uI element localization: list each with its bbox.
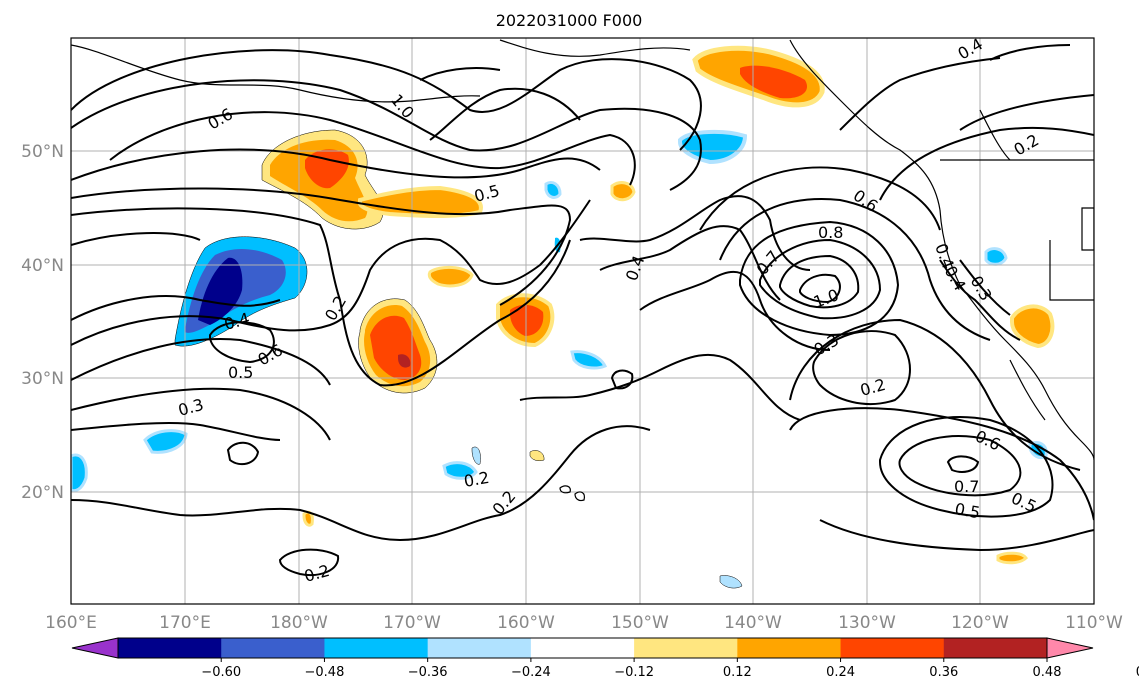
colorbar-tick-label: −0.60 xyxy=(201,665,241,680)
red-anomaly-east-central xyxy=(510,304,544,336)
latitude-labels: 50°N 40°N 30°N 20°N xyxy=(21,142,64,503)
contour-label: 0.5 xyxy=(228,363,253,382)
lon-label-150w: 150°W xyxy=(611,613,669,633)
colorbar-tick-label: −0.24 xyxy=(511,665,551,680)
colorbar-segment xyxy=(943,638,1048,658)
colorbar-tick-label: −0.48 xyxy=(305,665,345,680)
lon-label-140w: 140°W xyxy=(724,613,782,633)
blue-anomaly-small-3 xyxy=(471,446,481,465)
blue-anomaly-far-west xyxy=(143,429,188,454)
colorbar: −0.60 −0.48 −0.36 −0.24 −0.12 0.12 0.24 0.36 0.4… xyxy=(71,637,1139,680)
colorbar-tick-label: 0.60 xyxy=(1136,665,1139,680)
colorbar-segment xyxy=(840,638,945,658)
contour-label: 0.5 xyxy=(953,499,981,522)
deep-blue-anomaly-core xyxy=(198,257,243,325)
lon-label-120w: 120°W xyxy=(951,613,1009,633)
orange-anomaly-tiny xyxy=(610,181,636,202)
colorbar-tick-label: 0.48 xyxy=(1033,665,1062,680)
red-anomaly-aleutian-core xyxy=(305,149,349,189)
colorbar-segment xyxy=(737,638,842,658)
longitude-labels: 160°E 170°E 180°W 170°W 160°W 150°W 140°… xyxy=(45,613,1123,633)
colorbar-tick-label: −0.12 xyxy=(614,665,654,680)
colorbar-tick-label: 0.12 xyxy=(723,665,752,680)
orange-anomaly-small xyxy=(427,266,474,288)
lon-label-160w: 160°W xyxy=(497,613,555,633)
contour-label: 0.2 xyxy=(462,468,490,491)
colorbar-tick-label: 0.36 xyxy=(929,665,958,680)
colorbar-segment xyxy=(221,638,325,658)
contour-lines xyxy=(71,44,1094,576)
colorbar-segment xyxy=(324,638,429,658)
lat-label-50n: 50°N xyxy=(21,142,64,162)
colorbar-tick-label: −0.36 xyxy=(408,665,448,680)
map-frame xyxy=(70,37,1095,605)
blue-anomaly-hawaii-north xyxy=(570,350,608,370)
contour-label: 0.8 xyxy=(818,223,843,242)
colorbar-extend-low xyxy=(71,637,119,659)
lon-label-170e: 170°E xyxy=(159,613,211,633)
lat-label-20n: 20°N xyxy=(21,483,64,503)
blue-anomaly-northeast xyxy=(678,129,748,165)
colorbar-segments xyxy=(117,637,1048,659)
colorbar-segment xyxy=(634,638,738,658)
lon-label-110w: 110°W xyxy=(1065,613,1123,633)
lat-label-40n: 40°N xyxy=(21,256,64,276)
blue-anomaly-california xyxy=(984,247,1008,266)
lon-label-130w: 130°W xyxy=(838,613,896,633)
colorbar-segment xyxy=(530,638,635,658)
coastlines xyxy=(71,39,1094,502)
blue-anomaly-south-small xyxy=(719,575,743,589)
colorbar-labels: −0.60 −0.48 −0.36 −0.24 −0.12 0.12 0.24 0.36 0.4… xyxy=(201,658,1139,680)
colorbar-tick-label: 0.24 xyxy=(826,665,855,680)
lon-label-170w: 170°W xyxy=(383,613,441,633)
blue-anomaly-edge xyxy=(71,453,88,493)
graticule xyxy=(71,38,1094,604)
colorbar-segment xyxy=(427,638,532,658)
lon-label-160e: 160°E xyxy=(45,613,97,633)
colorbar-extend-high xyxy=(1046,637,1094,659)
shaded-anomalies xyxy=(71,45,1055,589)
orange-anomaly-south xyxy=(996,551,1028,565)
orange-streak xyxy=(358,185,483,218)
blue-anomaly-hawaii-west xyxy=(442,461,478,480)
red-anomaly-gulf-of-alaska xyxy=(740,65,808,99)
yellow-anomaly-hawaii xyxy=(529,450,545,462)
dark-red-anomaly-central xyxy=(398,354,411,368)
lon-label-180w: 180°W xyxy=(270,613,328,633)
blue-anomaly-small-1 xyxy=(544,180,562,199)
contour-label: 0.7 xyxy=(954,477,979,496)
map-plot-area: 1.0 0.6 0.5 0.4 0.2 0.4 0.5 0.6 0.3 0.4 … xyxy=(71,38,1094,604)
lat-label-30n: 30°N xyxy=(21,369,64,389)
orange-anomaly-southwest-us xyxy=(1010,304,1055,349)
colorbar-segment xyxy=(118,638,222,658)
map-title: 2022031000 F000 xyxy=(496,11,643,30)
